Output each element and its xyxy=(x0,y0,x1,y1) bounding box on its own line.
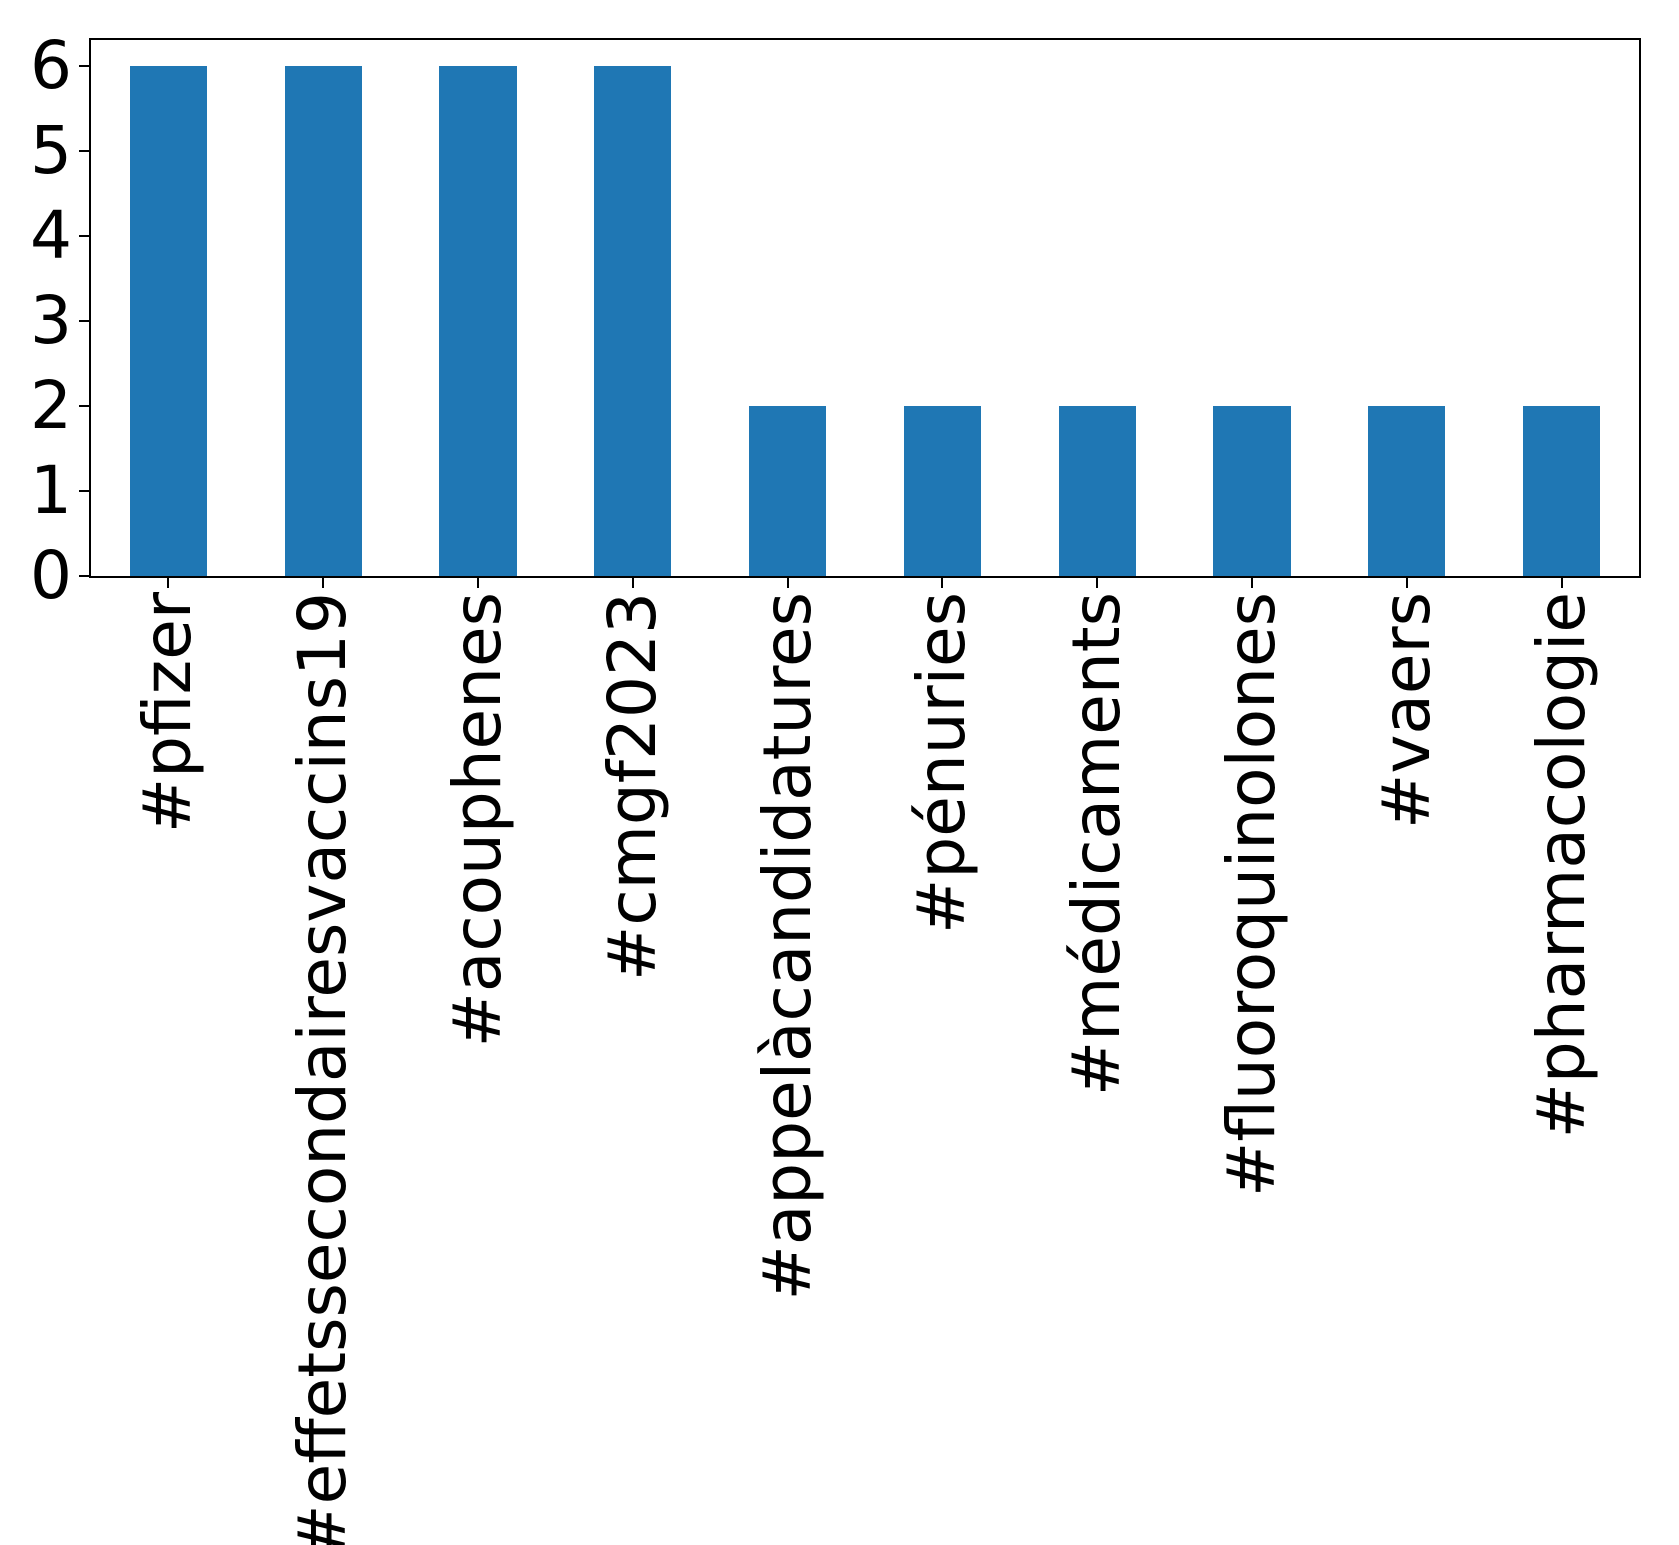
y-tick-label: 1 xyxy=(30,451,72,529)
x-tick xyxy=(1560,578,1563,588)
x-tick-label: #pfizer xyxy=(129,592,207,834)
bar-médicaments xyxy=(1058,405,1136,576)
x-tick-label: #médicaments xyxy=(1058,592,1136,1097)
bar-acouphenes xyxy=(439,65,517,576)
bar-pfizer xyxy=(129,65,208,576)
x-tick-label: #appelàcandidatures xyxy=(748,592,826,1301)
y-tick-label: 4 xyxy=(30,196,72,274)
x-tick-label: #pénuries xyxy=(903,592,981,934)
bar-fluoroquinolones xyxy=(1213,405,1291,576)
bar-appelàcandidatures xyxy=(748,405,827,576)
x-tick xyxy=(941,578,944,588)
y-tick-label: 5 xyxy=(30,111,72,189)
x-tick xyxy=(1405,578,1408,588)
y-tick-label: 2 xyxy=(30,366,72,444)
y-tick xyxy=(79,234,89,237)
y-tick xyxy=(79,64,89,67)
x-tick xyxy=(1096,578,1099,588)
bar-pénuries xyxy=(903,405,982,576)
x-tick xyxy=(477,578,479,588)
y-tick-label: 0 xyxy=(30,537,72,614)
x-tick-label: #effetssecondairesvaccins19 xyxy=(284,592,362,1545)
bar-pharmacologie xyxy=(1522,405,1601,576)
bar-vaers xyxy=(1368,405,1446,576)
y-tick xyxy=(79,149,89,152)
bar-cmgf2023 xyxy=(594,65,672,576)
bar-effetssecondairesvaccins19 xyxy=(284,65,362,576)
y-tick xyxy=(79,319,89,322)
y-tick-label: 6 xyxy=(30,26,72,104)
y-tick-label: 3 xyxy=(30,281,72,359)
y-tick xyxy=(79,489,89,492)
x-tick xyxy=(167,578,170,588)
x-tick-label: #acouphenes xyxy=(439,592,516,1048)
x-tick xyxy=(1251,578,1253,588)
x-tick-label: #cmgf2023 xyxy=(593,592,671,981)
x-tick xyxy=(322,578,325,588)
x-tick-label: #fluoroquinolones xyxy=(1213,592,1290,1197)
x-tick-label: #pharmacologie xyxy=(1522,592,1600,1139)
plot-area xyxy=(89,38,1641,578)
x-tick xyxy=(786,578,789,588)
x-tick-label: #vaers xyxy=(1367,592,1445,829)
y-tick xyxy=(79,575,89,577)
y-tick xyxy=(79,404,89,407)
x-tick xyxy=(631,578,634,588)
